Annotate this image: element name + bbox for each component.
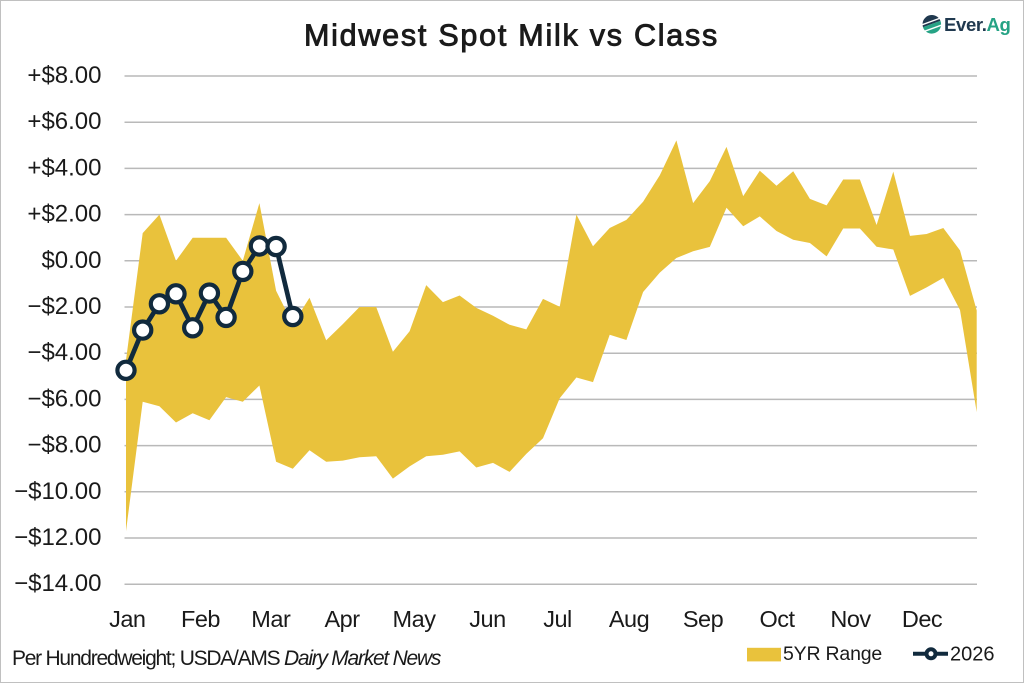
svg-text:Oct: Oct — [759, 606, 795, 632]
svg-text:+$4.00: +$4.00 — [27, 154, 101, 181]
svg-text:Jul: Jul — [543, 606, 572, 632]
svg-text:5YR Range: 5YR Range — [783, 643, 882, 665]
svg-text:+$2.00: +$2.00 — [27, 201, 101, 228]
svg-text:Jan: Jan — [109, 606, 145, 632]
svg-text:Dec: Dec — [902, 606, 943, 632]
svg-text:−$6.00: −$6.00 — [27, 385, 101, 412]
svg-text:−$14.00: −$14.00 — [14, 570, 101, 597]
svg-text:Aug: Aug — [609, 606, 649, 632]
svg-text:May: May — [393, 606, 437, 632]
svg-text:Midwest Spot Milk vs Class: Midwest Spot Milk vs Class — [304, 19, 719, 53]
svg-text:Feb: Feb — [181, 606, 220, 632]
svg-text:−$12.00: −$12.00 — [14, 524, 101, 551]
svg-text:−$4.00: −$4.00 — [27, 339, 101, 366]
svg-text:−$8.00: −$8.00 — [27, 432, 101, 459]
svg-text:Jun: Jun — [469, 606, 505, 632]
svg-text:Nov: Nov — [830, 606, 871, 632]
svg-text:−$10.00: −$10.00 — [14, 478, 101, 505]
svg-text:Per Hundredweight; USDA/AMS Da: Per Hundredweight; USDA/AMS Dairy Market… — [12, 647, 442, 670]
svg-text:$0.00: $0.00 — [41, 247, 101, 274]
svg-text:+$8.00: +$8.00 — [27, 62, 101, 89]
svg-text:Sep: Sep — [683, 606, 724, 632]
svg-text:Apr: Apr — [324, 606, 360, 632]
svg-text:Mar: Mar — [251, 606, 291, 632]
svg-text:2026: 2026 — [950, 644, 995, 666]
svg-text:Ever.Ag: Ever.Ag — [944, 14, 1010, 35]
svg-text:−$2.00: −$2.00 — [27, 293, 101, 320]
svg-text:+$6.00: +$6.00 — [27, 108, 101, 135]
